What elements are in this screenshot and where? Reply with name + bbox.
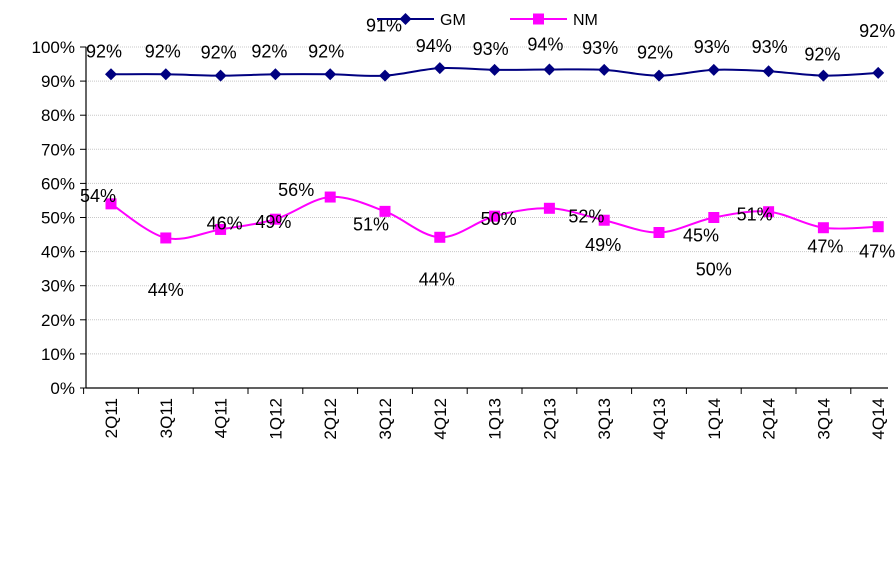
marker-nm — [324, 191, 336, 203]
x-tick-label: 1Q13 — [486, 398, 505, 440]
data-label-gm: 92% — [637, 43, 673, 63]
y-tick-label: 100% — [32, 38, 75, 57]
marker-nm — [817, 222, 829, 234]
legend-label: NM — [573, 12, 598, 29]
x-tick-label: 4Q14 — [869, 398, 888, 440]
data-label-nm: 50% — [696, 260, 732, 280]
marker-nm — [434, 231, 446, 243]
marker-gm — [872, 66, 885, 79]
data-label-nm: 44% — [148, 280, 184, 300]
x-tick-label: 1Q12 — [266, 398, 285, 440]
data-label-gm: 93% — [694, 37, 730, 57]
data-label-nm: 47% — [859, 242, 895, 262]
y-tick-label: 20% — [41, 311, 75, 330]
data-label-nm: 44% — [419, 269, 455, 289]
marker-nm — [105, 198, 117, 210]
marker-nm — [215, 223, 227, 235]
x-tick-label: 2Q14 — [760, 398, 779, 440]
marker-nm — [763, 206, 775, 218]
marker-gm — [379, 69, 391, 82]
x-tick-label: 2Q13 — [540, 398, 559, 440]
series-group — [105, 62, 885, 244]
marker-nm — [160, 232, 172, 244]
data-label-gm: 92% — [86, 41, 122, 61]
y-tick-label: 50% — [41, 209, 75, 228]
data-label-gm: 92% — [145, 41, 181, 61]
legend-marker — [399, 13, 412, 25]
marker-gm — [488, 63, 501, 76]
data-label-gm: 91% — [366, 16, 402, 36]
marker-nm — [379, 205, 391, 217]
x-tick-label: 3Q13 — [595, 398, 614, 440]
y-tick-label: 70% — [41, 140, 75, 159]
legend-label: GM — [440, 12, 466, 29]
marker-gm — [324, 68, 337, 81]
x-tick-label: 3Q12 — [376, 398, 395, 440]
y-tick-label: 80% — [41, 106, 75, 125]
legend-marker — [533, 13, 544, 25]
data-label-nm: 54% — [80, 186, 116, 206]
data-label-nm: 46% — [207, 213, 243, 233]
marker-gm — [762, 65, 775, 78]
marker-nm — [708, 212, 720, 223]
marker-gm — [269, 68, 282, 81]
marker-gm — [653, 69, 665, 82]
data-label-nm: 50% — [481, 209, 517, 229]
marker-gm — [159, 68, 172, 81]
x-tick-label: 4Q11 — [212, 398, 231, 438]
x-tick-label: 4Q13 — [650, 398, 669, 440]
marker-gm — [214, 69, 227, 82]
marker-nm — [269, 213, 281, 225]
axes: 0% 10% 20% 30% 40% 50% 60% 70% 80% 90% 100% 2Q11 3Q1… — [32, 38, 889, 440]
marker-gm — [543, 63, 556, 76]
y-tick-label: 90% — [41, 72, 75, 91]
data-label-gm: 92% — [804, 45, 840, 65]
data-label-gm: 92% — [201, 43, 237, 63]
data-label-nm: 51% — [353, 214, 389, 234]
data-label-gm: 92% — [251, 41, 287, 61]
marker-nm — [653, 227, 665, 239]
x-tick-label: 1Q14 — [705, 398, 724, 440]
legend: GM NM — [377, 12, 598, 29]
data-label-gm: 92% — [308, 41, 344, 61]
data-label-nm: 47% — [807, 237, 843, 257]
x-tick-label: 3Q11 — [157, 398, 176, 438]
data-label-nm: 49% — [255, 212, 291, 232]
data-label-gm: 92% — [859, 21, 895, 41]
data-labels: 92% 92% 92% 92% 92% 91% 94% 93% 94% 93% 92% 93% 93% 9… — [80, 16, 895, 300]
data-label-nm: 56% — [278, 180, 314, 200]
marker-nm — [598, 214, 610, 226]
data-label-nm: 45% — [683, 226, 719, 246]
data-label-gm: 93% — [473, 39, 509, 59]
data-label-gm: 93% — [752, 37, 788, 57]
y-tick-label: 10% — [41, 345, 75, 364]
marker-gm — [598, 63, 611, 76]
x-tick-label: 2Q12 — [321, 398, 340, 440]
x-tick-label: 4Q12 — [431, 398, 450, 440]
data-label-nm: 49% — [585, 235, 621, 255]
marker-gm — [105, 68, 117, 81]
x-tick-label: 3Q14 — [814, 398, 833, 440]
marker-gm — [433, 62, 446, 75]
data-label-gm: 94% — [416, 36, 452, 56]
y-tick-label: 60% — [41, 174, 75, 193]
x-tick-label: 2Q11 — [102, 398, 121, 438]
marker-nm — [543, 202, 555, 214]
y-tick-label: 0% — [50, 379, 75, 398]
marker-nm — [489, 210, 501, 222]
marker-gm — [707, 63, 720, 76]
data-label-gm: 94% — [527, 35, 563, 55]
data-label-nm: 52% — [568, 206, 604, 226]
data-label-nm: 51% — [737, 205, 773, 225]
marker-gm — [817, 69, 830, 82]
marker-nm — [872, 221, 884, 233]
y-tick-label: 30% — [41, 277, 75, 296]
y-tick-label: 40% — [41, 243, 75, 262]
data-label-gm: 93% — [582, 38, 618, 58]
gridlines — [86, 46, 888, 355]
